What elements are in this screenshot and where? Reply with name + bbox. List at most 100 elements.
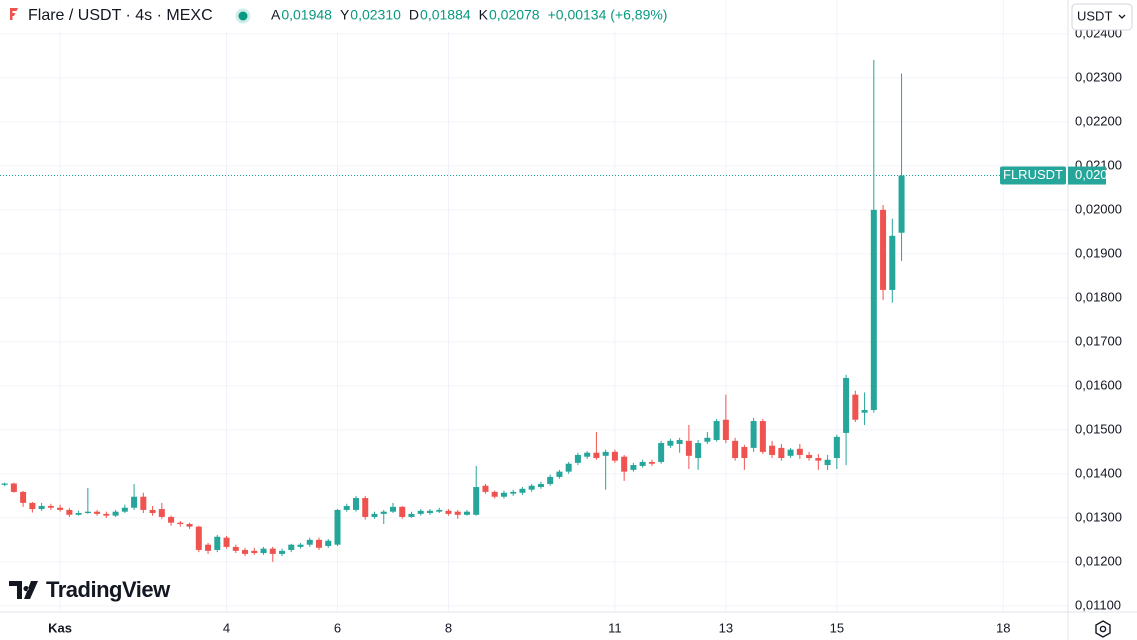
candle-body	[602, 451, 609, 456]
candle-body	[297, 544, 304, 547]
candle-body	[584, 452, 591, 457]
candle-body	[463, 511, 470, 515]
x-tick-label: 13	[719, 620, 733, 635]
candle-body	[1, 483, 8, 485]
ohlc-value: 0,02310	[350, 7, 401, 23]
candle-body	[306, 539, 313, 545]
candle-body	[408, 513, 415, 517]
y-tick-label: 0,01600	[1075, 377, 1122, 392]
candle-body	[131, 496, 138, 508]
candle-body	[352, 498, 360, 510]
y-tick-label: 0,01100	[1075, 597, 1121, 612]
candle-body	[371, 513, 378, 517]
y-tick-label: 0,01200	[1075, 553, 1122, 568]
candle-body	[500, 492, 507, 497]
candle-body	[269, 548, 276, 554]
x-tick-label: 15	[830, 620, 844, 635]
candle-body	[223, 537, 230, 547]
candle-body	[806, 454, 813, 459]
candle-body	[778, 447, 785, 459]
candle-body	[140, 496, 147, 510]
price-tag-label: 0,02078	[1075, 167, 1122, 182]
currency-button[interactable]	[1071, 3, 1133, 31]
currency-label[interactable]: USDT	[1077, 8, 1112, 23]
y-tick-label: 0,02300	[1075, 69, 1122, 84]
candle-body	[158, 509, 165, 517]
market-status	[235, 8, 251, 24]
candle-body	[593, 452, 600, 459]
x-tick-label: 18	[996, 620, 1010, 635]
ohlc-key: K	[479, 7, 489, 23]
candle-body	[112, 511, 119, 516]
settings-button[interactable]	[1095, 620, 1111, 638]
y-tick-label: 0,02200	[1075, 113, 1122, 128]
ohlc-value: 0,01884	[420, 7, 471, 23]
candle-body	[519, 488, 526, 493]
candle-body	[732, 440, 739, 459]
candle-body	[334, 509, 341, 545]
candle-body	[195, 526, 202, 550]
candle-body	[574, 454, 581, 463]
axes: 0,01100 0,01200 0,01300 0,01400 0,01500 0,016…	[48, 25, 1122, 635]
tradingview-logo: TradingView	[9, 577, 172, 602]
y-tick-label: 0,02000	[1075, 201, 1122, 216]
candle-body	[815, 458, 822, 461]
candle-body	[38, 505, 45, 510]
change: +0,00134 (+6,89%)	[548, 7, 668, 23]
candle-body	[741, 447, 748, 459]
candle-body	[168, 516, 175, 523]
y-tick-label: 0,01500	[1075, 421, 1122, 436]
candle-body	[556, 471, 563, 477]
candle-body	[750, 421, 757, 448]
candle-body	[870, 209, 877, 411]
x-tick-label: 11	[608, 620, 622, 635]
candle-body	[898, 175, 905, 233]
gear[interactable]	[1095, 620, 1111, 638]
candle-body	[445, 510, 452, 514]
candle-body	[149, 509, 156, 514]
candle-body	[260, 548, 267, 554]
gear-hole[interactable]	[1099, 625, 1107, 633]
y-tick-label: 0,01400	[1075, 465, 1122, 480]
candle-body	[759, 421, 766, 452]
candle-body	[676, 439, 683, 444]
candle-body	[279, 550, 286, 554]
logo-text: TradingView	[46, 577, 171, 602]
y-tick-label: 0,01300	[1075, 509, 1122, 524]
candle-body	[648, 461, 655, 464]
legend-bg	[0, 0, 720, 32]
candle-body	[695, 443, 702, 459]
candle-body	[704, 437, 711, 442]
candle-body	[685, 440, 692, 456]
candle-body	[861, 410, 868, 413]
candle-body	[47, 505, 54, 508]
candle-body	[510, 491, 517, 494]
candle-body	[639, 461, 646, 466]
candle-body	[537, 483, 544, 488]
candle-body	[121, 507, 128, 512]
y-tick-label: 0,01700	[1075, 333, 1122, 348]
candle-body	[214, 536, 221, 550]
candle-body	[242, 549, 249, 554]
candle-body	[20, 491, 27, 503]
y-tick-label: 0,01900	[1075, 245, 1122, 260]
candle-body	[658, 443, 665, 462]
ohlc-key: Y	[340, 7, 350, 23]
y-tick-label: 0,01800	[1075, 289, 1122, 304]
ohlc-key: A	[271, 7, 281, 23]
candle-body	[621, 456, 628, 472]
candle-body	[57, 507, 64, 510]
candle-body	[29, 502, 36, 510]
candle-body	[547, 476, 554, 484]
candle-body	[205, 544, 212, 551]
candle-body	[611, 451, 618, 461]
candle-body	[630, 465, 637, 470]
candle-body	[824, 459, 831, 466]
chevron[interactable]	[1118, 14, 1126, 19]
ohlc-value: 0,02078	[489, 7, 540, 23]
symbol-tag-label: FLRUSDT	[1003, 167, 1063, 182]
candle-body	[362, 498, 369, 517]
x-tick-label: 6	[334, 620, 341, 635]
